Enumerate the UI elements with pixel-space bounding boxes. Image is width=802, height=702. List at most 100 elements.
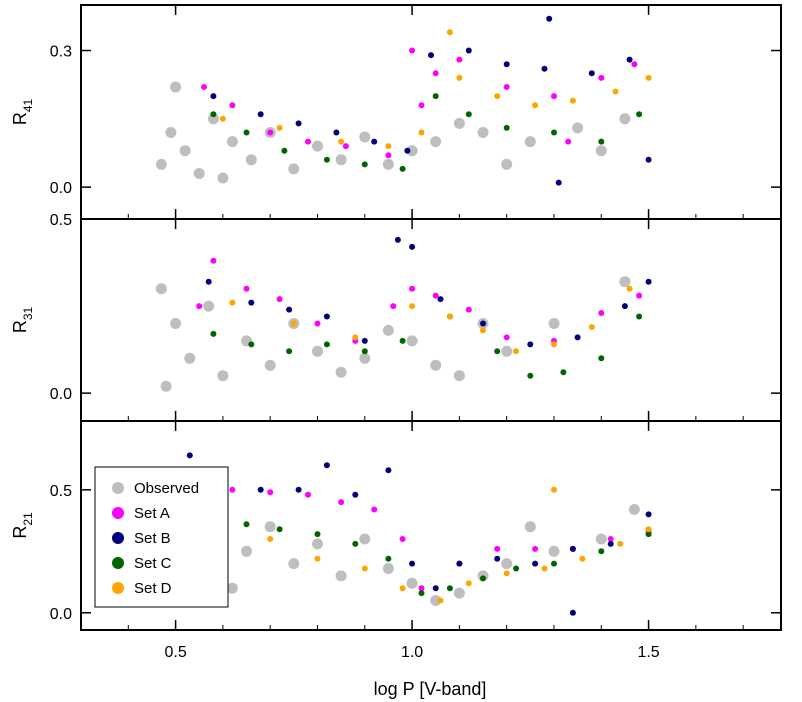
legend-label-setA: Set A <box>134 505 170 522</box>
legend-marker-setC <box>112 557 124 569</box>
y-tick-label: 0.0 <box>50 386 72 403</box>
point-setB <box>480 320 486 327</box>
point-setA <box>342 143 349 150</box>
point-observed <box>501 158 513 170</box>
point-observed <box>155 158 167 170</box>
point-observed <box>382 324 394 336</box>
point-setA <box>565 138 572 145</box>
point-setD <box>409 303 416 310</box>
legend-marker-setD <box>112 582 124 594</box>
point-setB <box>569 609 576 616</box>
point-setC <box>645 531 652 538</box>
point-setB <box>352 491 359 498</box>
point-observed <box>453 587 465 599</box>
point-observed <box>335 366 347 378</box>
point-setD <box>612 88 619 95</box>
point-setA <box>267 489 274 496</box>
point-setA <box>338 499 345 506</box>
point-observed <box>359 352 371 364</box>
point-setD <box>503 570 510 577</box>
point-setA <box>418 585 425 592</box>
panel-bottom: 0.0 0.5 R21 <box>10 420 782 631</box>
point-observed <box>170 81 182 93</box>
point-setA <box>418 102 425 109</box>
point-setD <box>579 555 586 562</box>
point-setC <box>418 590 425 597</box>
panel-top: 0.0 0.3 R41 <box>10 4 782 220</box>
point-setA <box>314 320 321 327</box>
point-setB <box>323 313 330 320</box>
point-setA <box>598 310 605 316</box>
point-setA <box>371 506 378 513</box>
legend-label-setC: Set C <box>134 555 172 572</box>
point-setA <box>229 102 236 109</box>
panel-frame <box>80 420 782 631</box>
point-setD <box>617 540 624 547</box>
legend-marker-setB <box>112 532 124 544</box>
point-setD <box>513 348 520 355</box>
point-setD <box>276 124 283 131</box>
point-observed <box>359 131 371 143</box>
point-setC <box>551 560 557 567</box>
point-setC <box>399 165 406 172</box>
y-axis-label-sub: 21 <box>21 512 35 526</box>
point-setA <box>607 536 614 542</box>
point-setB <box>626 56 633 63</box>
point-setB <box>607 540 614 547</box>
point-observed <box>406 145 418 157</box>
point-observed <box>245 154 257 166</box>
point-setC <box>527 372 534 379</box>
point-setA <box>503 84 510 90</box>
point-setD <box>314 555 321 562</box>
y-tick-label: 0.5 <box>50 483 72 500</box>
point-setC <box>513 565 520 572</box>
point-setA <box>390 303 397 310</box>
y-axis-label-main: R <box>10 526 30 539</box>
point-setD <box>532 102 539 109</box>
point-setC <box>248 341 255 348</box>
point-setB <box>295 120 302 127</box>
point-setD <box>418 129 425 136</box>
point-setA <box>196 303 203 310</box>
point-observed <box>193 168 205 179</box>
point-setA <box>598 74 605 81</box>
point-setD <box>541 565 548 572</box>
point-observed <box>241 545 252 557</box>
point-observed <box>335 570 347 582</box>
y-axis-label: R21 <box>10 512 35 539</box>
point-setA <box>631 61 638 68</box>
point-setC <box>243 521 250 528</box>
point-setC <box>385 555 392 562</box>
y-axis-label-sub: 31 <box>21 307 35 321</box>
point-setA <box>409 285 416 292</box>
point-setA <box>267 129 274 136</box>
point-setB <box>323 462 330 469</box>
point-setA <box>210 257 217 264</box>
point-setC <box>361 161 368 168</box>
point-setA <box>243 285 250 292</box>
point-observed <box>312 140 323 152</box>
point-setA <box>636 292 643 299</box>
point-setB <box>645 511 652 518</box>
point-setA <box>399 536 406 542</box>
point-observed <box>501 345 513 357</box>
point-setA <box>305 491 311 498</box>
legend-label-setB: Set B <box>134 530 171 547</box>
point-setC <box>598 548 605 555</box>
point-observed <box>501 558 513 570</box>
point-setB <box>394 236 401 243</box>
point-setB <box>371 138 378 145</box>
point-observed <box>288 558 300 570</box>
point-setC <box>636 111 643 118</box>
point-setC <box>432 93 439 100</box>
point-setA <box>276 296 283 303</box>
point-setC <box>276 526 283 533</box>
point-observed <box>619 276 631 288</box>
point-observed <box>155 283 167 295</box>
point-observed <box>207 113 219 125</box>
point-setD <box>494 93 501 100</box>
point-observed <box>264 359 276 371</box>
point-setC <box>465 111 472 118</box>
